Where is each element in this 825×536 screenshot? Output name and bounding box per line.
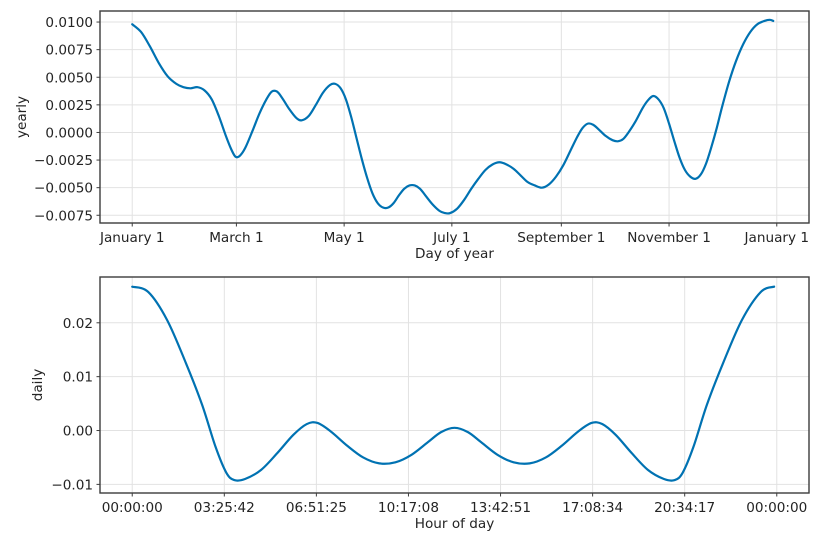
daily-x-tick-label: 17:08:34: [562, 500, 623, 516]
yearly-x-tick-label: January 1: [744, 230, 810, 246]
daily-xaxis-title: Hour of day: [415, 516, 495, 532]
yearly-y-tick-label: 0.0100: [45, 15, 93, 31]
daily-x-tick-label: 13:42:51: [470, 500, 531, 516]
daily-yaxis-title: daily: [30, 369, 46, 402]
yearly-y-tick-label: −0.0075: [34, 208, 93, 224]
daily-x-tick-label: 06:51:25: [286, 500, 347, 516]
daily-x-tick-label: 00:00:00: [746, 500, 807, 516]
yearly-yaxis-title: yearly: [14, 96, 30, 138]
daily-y-tick-label: −0.01: [51, 477, 93, 493]
daily-x-tick-label: 00:00:00: [102, 500, 163, 516]
yearly-x-tick-label: March 1: [209, 230, 263, 246]
yearly-series-line: [131, 18, 775, 215]
daily-y-tick-label: 0.00: [63, 424, 93, 440]
daily-series-line: [131, 285, 776, 482]
yearly-x-tick-label: July 1: [432, 230, 470, 246]
yearly-seasonality-chart: January 1 March 1 May 1 July 1 September 1 No…: [34, 10, 810, 246]
daily-plot-border: [99, 276, 810, 494]
daily-seasonality-chart: 00:00:00 03:25:42 06:51:25 10:17:08 13:42:51…: [51, 276, 810, 516]
daily-x-tick-label: 03:25:42: [194, 500, 255, 516]
yearly-y-tick-label: −0.0025: [34, 153, 93, 169]
yearly-y-tick-label: 0.0000: [45, 125, 93, 141]
yearly-y-tick-label: −0.0050: [34, 181, 93, 197]
yearly-x-tick-label: November 1: [627, 230, 711, 246]
yearly-y-tick-label: 0.0025: [45, 98, 93, 114]
yearly-xaxis-title: Day of year: [415, 246, 494, 262]
yearly-y-tick-label: 0.0050: [45, 70, 93, 86]
yearly-x-tick-label: January 1: [99, 230, 165, 246]
daily-x-tick-label: 10:17:08: [378, 500, 439, 516]
yearly-x-tick-label: May 1: [324, 230, 365, 246]
yearly-x-tick-label: September 1: [517, 230, 605, 246]
yearly-plot-border: [99, 10, 810, 224]
daily-y-tick-label: 0.02: [63, 316, 93, 332]
daily-x-tick-label: 20:34:17: [654, 500, 715, 516]
yearly-y-tick-label: 0.0075: [45, 43, 93, 59]
daily-y-tick-label: 0.01: [63, 370, 93, 386]
